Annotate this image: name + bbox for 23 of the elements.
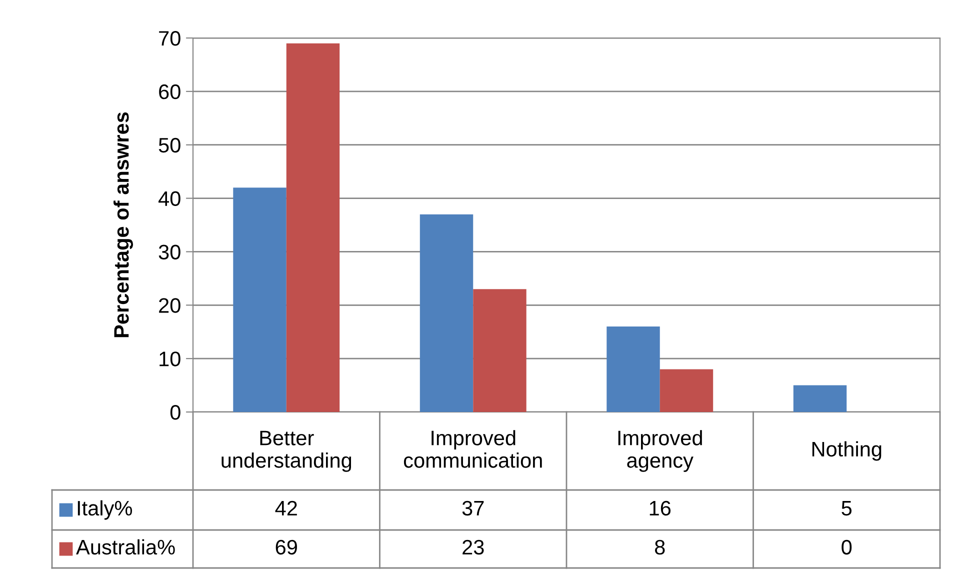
legend-label: Australia% bbox=[76, 539, 175, 555]
x-tick-label: Improved communication bbox=[404, 430, 542, 468]
y-axis-title: Percentage of answres bbox=[114, 112, 134, 338]
y-tick-label: 70 bbox=[159, 31, 180, 46]
y-tick-label: 20 bbox=[159, 298, 180, 313]
legend-label: Italy% bbox=[78, 500, 132, 520]
x-tick-label: Nothing bbox=[812, 441, 882, 461]
y-tick-label: 10 bbox=[160, 352, 180, 366]
data-label: 42 bbox=[275, 500, 297, 516]
y-tick-label: 50 bbox=[158, 138, 180, 153]
x-tick-label: Better understanding bbox=[222, 430, 352, 472]
data-label: 37 bbox=[462, 500, 484, 516]
y-tick-label: 0 bbox=[170, 405, 180, 420]
y-tick-label: 60 bbox=[159, 84, 180, 100]
data-label: 16 bbox=[650, 500, 671, 516]
data-label: 23 bbox=[462, 540, 484, 555]
y-tick-label: 40 bbox=[158, 191, 180, 206]
x-tick-label: Improved agency bbox=[618, 430, 702, 472]
y-tick-label: 30 bbox=[158, 244, 180, 260]
data-label: 5 bbox=[842, 501, 852, 516]
data-label: 8 bbox=[654, 540, 665, 555]
data-label: 69 bbox=[276, 540, 297, 555]
data-label: 0 bbox=[842, 540, 852, 555]
